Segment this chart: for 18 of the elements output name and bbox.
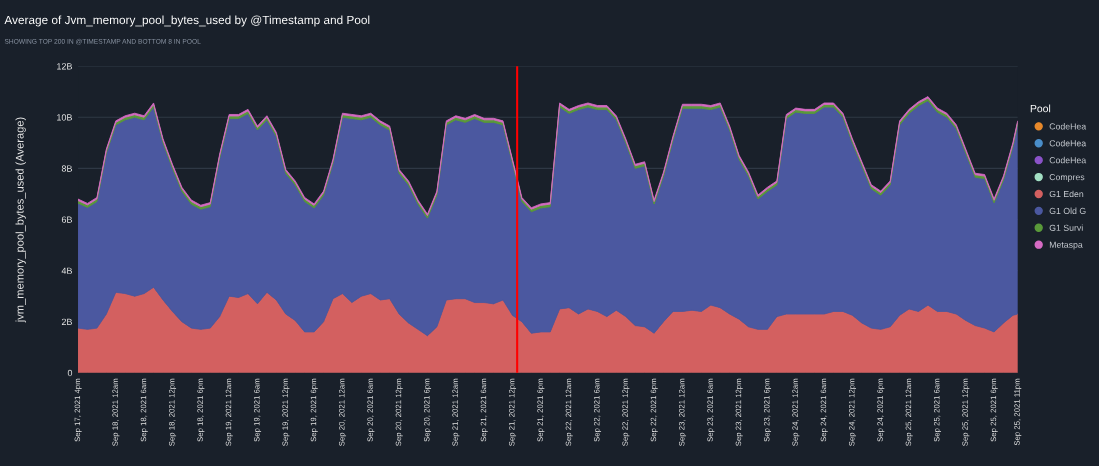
legend-label: G1 Eden (1049, 190, 1084, 198)
legend-title: Pool (1030, 104, 1051, 113)
y-tick-label: 6B (61, 216, 72, 223)
legend-label: Metaspa (1049, 241, 1083, 250)
legend-label: G1 Old G (1049, 207, 1086, 215)
legend-label: G1 Survi (1049, 224, 1083, 231)
legend-label: CodeHea (1049, 123, 1087, 130)
y-tick-label: 2B (61, 318, 72, 325)
y-tick-label: 8B (61, 165, 72, 172)
y-tick-label: 12B (57, 63, 72, 70)
chart-title: Average of Jvm_memory_pool_bytes_used by @Timestamp and Pool (4, 15, 370, 27)
y-tick-label: 4B (61, 267, 72, 274)
y-axis-title: jvm_memory_pool_bytes_used (Average) (15, 117, 26, 323)
legend-label: CodeHea (1049, 139, 1087, 147)
y-tick-label: 10B (57, 114, 72, 121)
legend-label: Compres (1049, 174, 1085, 182)
y-tick-label: 0 (67, 369, 73, 377)
legend-label: CodeHea (1049, 156, 1087, 164)
